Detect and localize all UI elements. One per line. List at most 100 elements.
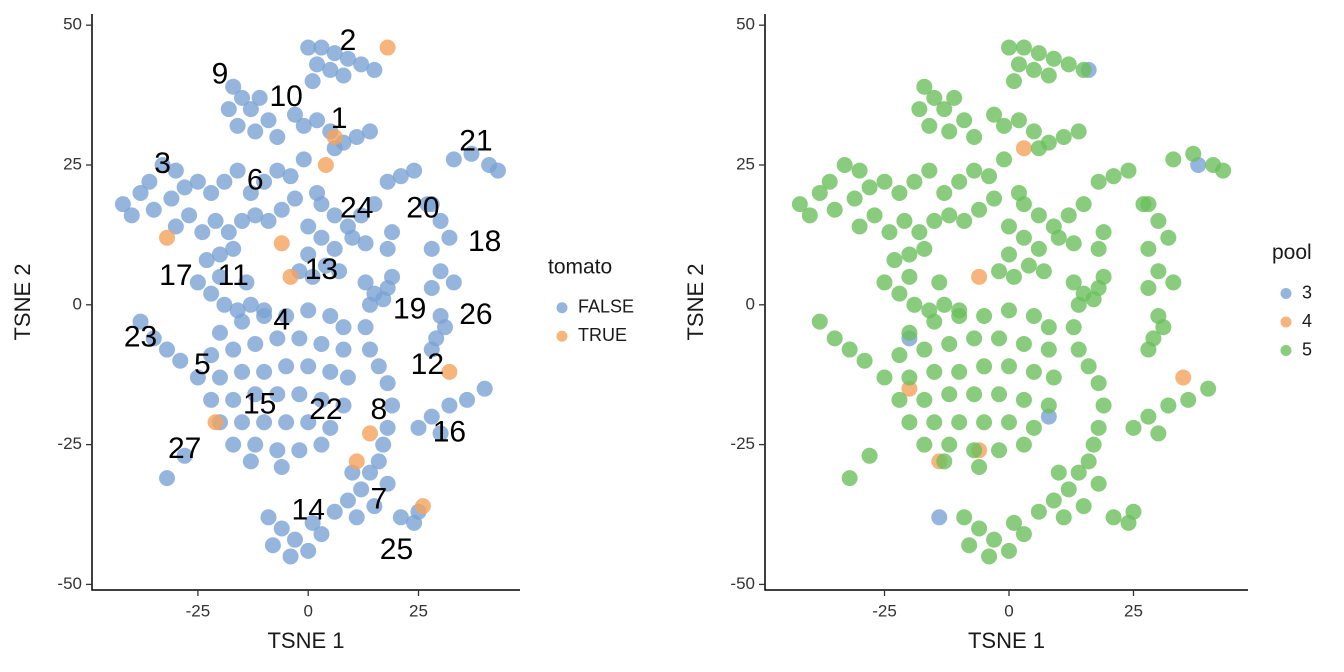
point xyxy=(936,101,953,118)
point xyxy=(211,369,228,386)
point xyxy=(941,207,958,224)
point xyxy=(260,509,277,526)
point xyxy=(247,207,264,224)
point xyxy=(1075,498,1092,515)
point xyxy=(931,509,948,526)
point xyxy=(1165,151,1182,168)
point xyxy=(951,363,968,380)
cluster-label: 11 xyxy=(218,259,249,292)
point xyxy=(1010,112,1027,129)
point xyxy=(881,224,898,241)
point xyxy=(189,173,206,190)
point xyxy=(921,117,938,134)
point xyxy=(432,263,449,280)
point xyxy=(821,173,838,190)
cluster-label: 7 xyxy=(370,482,387,515)
point xyxy=(901,268,918,285)
point xyxy=(198,252,215,269)
point xyxy=(1040,397,1057,414)
point xyxy=(406,162,423,179)
point xyxy=(836,156,853,173)
point xyxy=(159,470,176,487)
cluster-label: 13 xyxy=(305,253,338,286)
point xyxy=(313,436,330,453)
point xyxy=(225,240,242,257)
legend-key xyxy=(1280,288,1292,299)
point xyxy=(1025,419,1042,436)
point xyxy=(159,341,176,358)
point xyxy=(322,419,339,436)
point xyxy=(379,475,396,492)
cluster-label: 6 xyxy=(247,164,264,197)
point xyxy=(1005,514,1022,531)
point xyxy=(423,341,440,358)
point xyxy=(1090,375,1107,392)
point xyxy=(392,168,409,185)
point xyxy=(936,184,953,201)
point xyxy=(1000,542,1017,559)
point xyxy=(309,56,326,73)
point xyxy=(1090,173,1107,190)
legend-key xyxy=(556,330,568,342)
point xyxy=(926,363,943,380)
point xyxy=(866,207,883,224)
y-tick-label: 50 xyxy=(736,15,755,34)
point xyxy=(826,330,843,347)
cluster-label: 10 xyxy=(269,80,302,113)
point xyxy=(211,268,228,285)
point xyxy=(971,201,988,218)
point xyxy=(991,330,1008,347)
point xyxy=(269,330,286,347)
y-tick-label: -25 xyxy=(57,434,82,453)
point xyxy=(996,151,1013,168)
point xyxy=(1150,212,1167,229)
point xyxy=(941,436,958,453)
point xyxy=(1000,302,1017,319)
point xyxy=(366,498,383,515)
point xyxy=(264,537,281,554)
point xyxy=(1085,436,1102,453)
point xyxy=(1055,509,1072,526)
point xyxy=(432,212,449,229)
point xyxy=(176,447,193,464)
point xyxy=(141,173,158,190)
point xyxy=(273,235,290,252)
point xyxy=(242,101,259,118)
point xyxy=(991,386,1008,403)
point xyxy=(1025,363,1042,380)
point xyxy=(159,229,176,246)
point xyxy=(976,414,993,431)
cluster-label: 21 xyxy=(459,125,492,158)
point xyxy=(441,229,458,246)
point xyxy=(326,129,343,146)
point xyxy=(326,503,343,520)
point xyxy=(256,307,273,324)
point xyxy=(379,39,396,56)
point xyxy=(1025,61,1042,78)
point xyxy=(300,414,317,431)
point xyxy=(1090,240,1107,257)
point xyxy=(1090,419,1107,436)
cluster-label: 27 xyxy=(168,432,201,465)
point xyxy=(1095,224,1112,241)
point xyxy=(1075,196,1092,213)
y-tick-label: 0 xyxy=(746,294,755,313)
point xyxy=(348,453,365,470)
point xyxy=(1120,162,1137,179)
point xyxy=(163,190,180,207)
point xyxy=(269,442,286,459)
x-tick-label: 25 xyxy=(1124,601,1143,620)
point xyxy=(459,391,476,408)
point xyxy=(335,67,352,84)
point xyxy=(203,184,220,201)
point xyxy=(361,464,378,481)
point xyxy=(229,162,246,179)
point xyxy=(981,548,998,565)
point xyxy=(489,162,506,179)
point xyxy=(901,414,918,431)
point xyxy=(961,537,978,554)
point xyxy=(891,184,908,201)
cluster-label: 24 xyxy=(340,192,373,225)
point xyxy=(291,330,308,347)
point xyxy=(1095,268,1112,285)
